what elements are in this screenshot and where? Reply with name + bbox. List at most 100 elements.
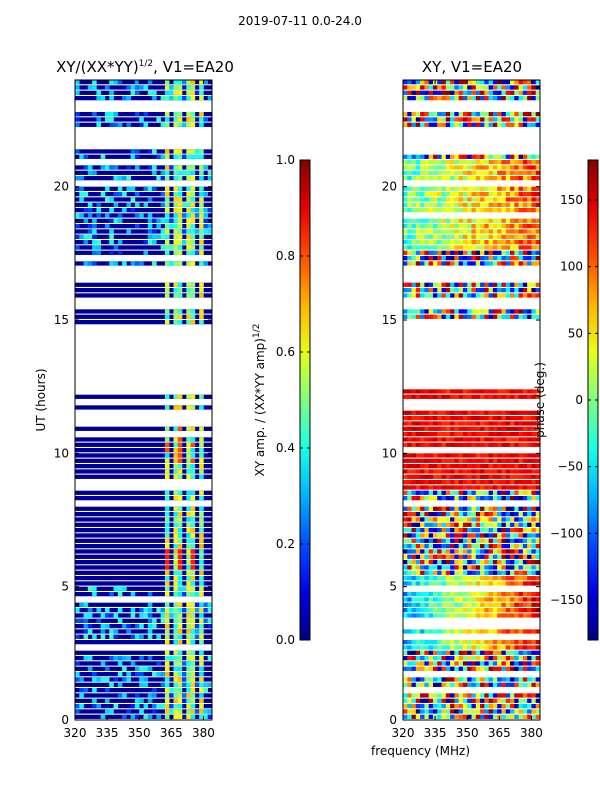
heatmap-cell xyxy=(484,309,489,314)
heatmap-cell xyxy=(199,586,204,591)
heatmap-cell xyxy=(475,490,481,495)
heatmap-cell xyxy=(113,218,119,223)
heatmap-cell xyxy=(501,240,507,245)
heatmap-cell xyxy=(96,240,101,245)
heatmap-cell xyxy=(527,176,532,181)
heatmap-cell xyxy=(518,650,524,655)
heatmap-cell xyxy=(497,154,502,159)
heatmap-cell xyxy=(531,234,537,239)
heatmap-cell xyxy=(428,640,434,645)
heatmap-row xyxy=(75,661,212,666)
heatmap-cell xyxy=(407,565,412,570)
heatmap-cell xyxy=(432,90,438,95)
heatmap-cell xyxy=(535,480,540,485)
heatmap-cell xyxy=(186,592,191,597)
heatmap-cell xyxy=(173,506,179,511)
heatmap-cell xyxy=(415,533,421,538)
heatmap-cell xyxy=(190,149,196,154)
colorbar-tick-label: 0.0 xyxy=(276,633,295,647)
heatmap-cell xyxy=(471,234,477,239)
heatmap-cell xyxy=(475,522,481,527)
heatmap-cell xyxy=(514,522,519,527)
heatmap-cell xyxy=(475,176,481,181)
heatmap-cell xyxy=(480,581,485,586)
heatmap-cell xyxy=(510,549,515,554)
heatmap-cell xyxy=(139,677,144,682)
heatmap-cell xyxy=(484,512,489,517)
heatmap-cell xyxy=(437,485,442,490)
heatmap-cell xyxy=(441,426,447,431)
heatmap-row xyxy=(75,517,212,522)
heatmap-cell xyxy=(522,170,528,175)
heatmap-cell xyxy=(475,165,481,170)
heatmap-cell xyxy=(480,437,485,442)
heatmap-cell xyxy=(441,592,447,597)
heatmap-cell xyxy=(177,688,183,693)
heatmap-cell xyxy=(471,512,477,517)
heatmap-cell xyxy=(441,474,447,479)
heatmap-cell xyxy=(445,645,451,650)
heatmap-cell xyxy=(428,314,434,319)
heatmap-cell xyxy=(186,448,191,453)
heatmap-cell xyxy=(535,416,540,421)
heatmap-cell xyxy=(428,389,434,394)
heatmap-cell xyxy=(501,160,507,165)
heatmap-cell xyxy=(126,229,131,234)
heatmap-cell xyxy=(522,192,528,197)
heatmap-cell xyxy=(462,666,468,671)
heatmap-cell xyxy=(437,245,442,250)
heatmap-cell xyxy=(522,85,528,90)
heatmap-cell xyxy=(420,224,425,229)
heatmap-cell xyxy=(458,650,464,655)
heatmap-cell xyxy=(199,458,204,463)
heatmap-cell xyxy=(522,704,528,709)
heatmap-row xyxy=(75,592,212,597)
heatmap-cell xyxy=(173,85,179,90)
heatmap-cell xyxy=(441,256,447,261)
heatmap-cell xyxy=(75,117,80,122)
heatmap-cell xyxy=(415,426,421,431)
heatmap-cell xyxy=(428,512,434,517)
heatmap-cell xyxy=(109,165,114,170)
heatmap-cell xyxy=(535,656,540,661)
heatmap-cell xyxy=(177,496,183,501)
heatmap-cell xyxy=(492,437,498,442)
heatmap-cell xyxy=(420,485,425,490)
heatmap-cell xyxy=(505,517,511,522)
heatmap-cell xyxy=(518,512,524,517)
heatmap-cell xyxy=(535,517,540,522)
heatmap-cell xyxy=(522,496,528,501)
heatmap-cell xyxy=(134,213,140,218)
heatmap-cell xyxy=(424,544,429,549)
heatmap-cell xyxy=(535,80,540,85)
heatmap-cell xyxy=(454,714,459,719)
heatmap-cell xyxy=(462,512,468,517)
heatmap-cell xyxy=(535,192,540,197)
heatmap-row xyxy=(75,282,212,287)
heatmap-cell xyxy=(458,437,464,442)
heatmap-cell xyxy=(492,709,498,714)
heatmap-cell xyxy=(177,176,183,181)
heatmap-cell xyxy=(207,608,212,613)
heatmap-cell xyxy=(139,613,144,618)
heatmap-cell xyxy=(437,693,442,698)
heatmap-cell xyxy=(139,709,144,714)
heatmap-cell xyxy=(527,544,532,549)
heatmap-cell xyxy=(173,677,179,682)
heatmap-cell xyxy=(488,464,494,469)
heatmap-cell xyxy=(475,208,481,213)
heatmap-cell xyxy=(173,576,179,581)
heatmap-cell xyxy=(527,160,532,165)
heatmap-cell xyxy=(428,416,434,421)
heatmap-cell xyxy=(432,549,438,554)
heatmap-cell xyxy=(177,533,183,538)
heatmap-cell xyxy=(428,170,434,175)
heatmap-cell xyxy=(411,517,417,522)
heatmap-cell xyxy=(437,656,442,661)
heatmap-cell xyxy=(510,522,515,527)
heatmap-cell xyxy=(420,186,425,191)
heatmap-cell xyxy=(458,656,464,661)
heatmap-cell xyxy=(415,693,421,698)
heatmap-cell xyxy=(104,688,110,693)
heatmap-cell xyxy=(117,693,123,698)
